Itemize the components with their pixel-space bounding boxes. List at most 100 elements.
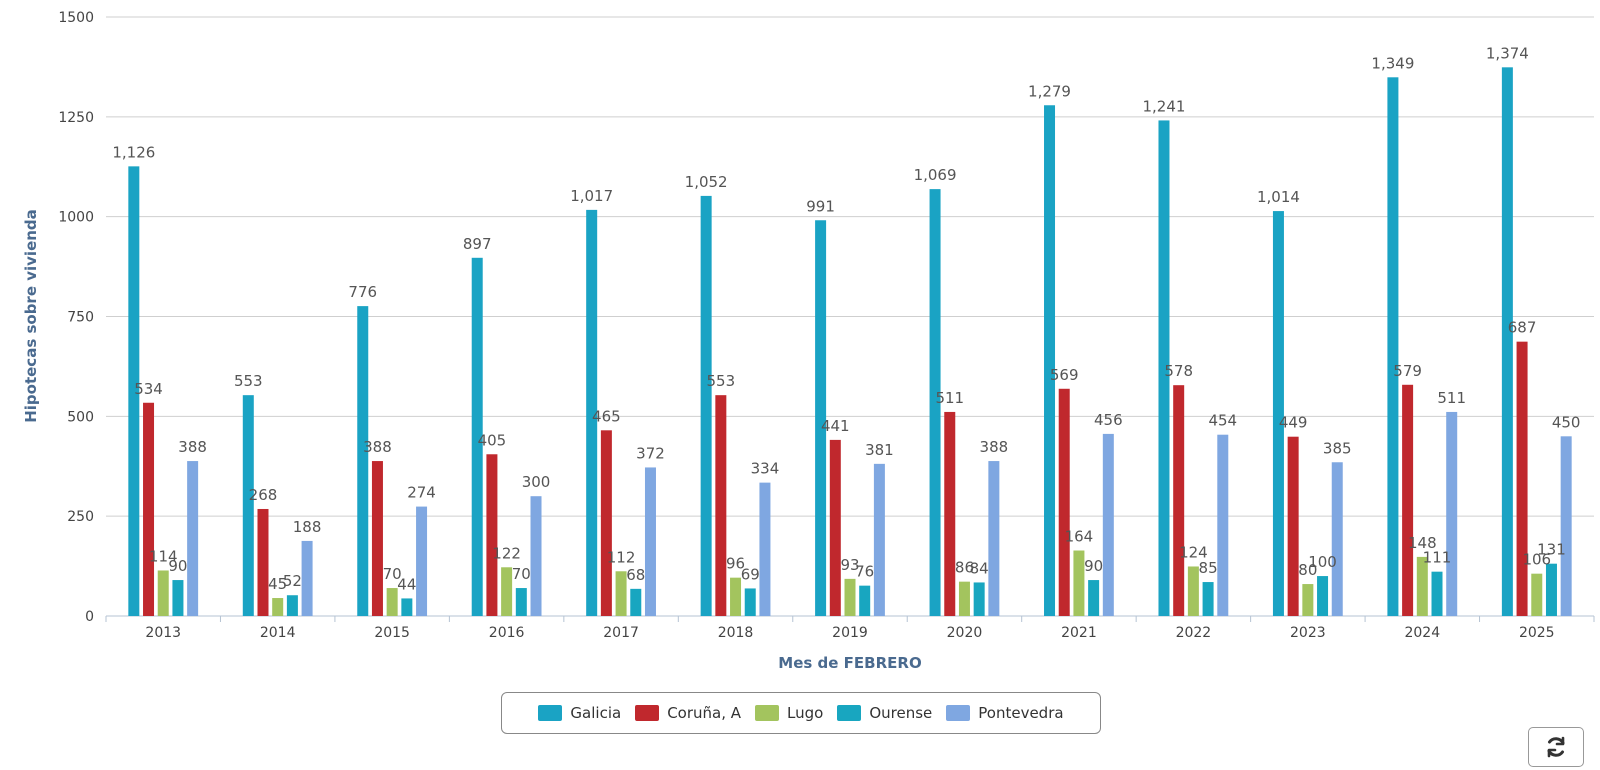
data-label: 991 <box>806 197 835 215</box>
bar <box>929 189 941 616</box>
bar <box>1516 341 1528 616</box>
bar <box>829 439 841 616</box>
x-tick-label: 2024 <box>1404 625 1440 641</box>
data-label: 1,374 <box>1486 44 1529 62</box>
bar <box>401 598 413 616</box>
data-label: 553 <box>707 372 736 390</box>
y-tick-label: 0 <box>85 609 94 625</box>
bar <box>1545 563 1557 616</box>
data-label: 1,241 <box>1143 97 1186 115</box>
data-label: 52 <box>283 572 302 590</box>
legend-item-pontevedra[interactable]: Pontevedra <box>946 704 1064 722</box>
bar <box>1058 388 1070 616</box>
data-label: 148 <box>1408 534 1437 552</box>
bar <box>615 571 627 616</box>
bar <box>257 508 269 616</box>
data-label: 1,052 <box>685 173 728 191</box>
data-label: 579 <box>1393 362 1422 380</box>
data-label: 388 <box>980 438 1009 456</box>
bar <box>1416 556 1428 616</box>
x-tick-label: 2014 <box>260 625 296 641</box>
bar <box>1331 462 1343 616</box>
data-label: 268 <box>249 486 278 504</box>
x-tick-label: 2016 <box>489 625 525 641</box>
data-label: 534 <box>134 380 163 398</box>
data-label: 441 <box>821 417 850 435</box>
bar <box>386 588 398 616</box>
data-label: 450 <box>1552 413 1581 431</box>
bar <box>1044 105 1056 616</box>
bars <box>128 67 1572 617</box>
data-label: 1,126 <box>112 143 155 161</box>
refresh-button[interactable] <box>1528 727 1584 767</box>
legend-item-galicia[interactable]: Galicia <box>538 704 621 722</box>
legend-item-ourense[interactable]: Ourense <box>837 704 932 722</box>
bar <box>1317 576 1329 616</box>
data-label: 85 <box>1199 559 1218 577</box>
x-tick-label: 2022 <box>1176 625 1212 641</box>
data-label: 687 <box>1508 319 1537 337</box>
data-label: 465 <box>592 407 621 425</box>
bar <box>486 454 498 616</box>
data-label: 122 <box>492 544 521 562</box>
legend-label-lugo: Lugo <box>787 704 824 722</box>
bar <box>143 402 155 616</box>
data-label: 90 <box>1084 557 1103 575</box>
data-label: 111 <box>1423 549 1452 567</box>
bar <box>1102 433 1114 616</box>
bar <box>301 540 313 616</box>
bar <box>873 463 885 616</box>
bar <box>242 395 254 616</box>
data-label: 188 <box>293 518 322 536</box>
data-label: 93 <box>840 556 859 574</box>
data-label: 114 <box>149 547 178 565</box>
data-label: 90 <box>168 557 187 575</box>
data-label: 511 <box>1437 389 1466 407</box>
data-label: 1,069 <box>914 166 957 184</box>
legend-label-ourense: Ourense <box>869 704 933 722</box>
x-tick-label: 2020 <box>947 625 983 641</box>
data-label: 449 <box>1279 414 1308 432</box>
legend-swatch-pontevedra <box>946 705 971 721</box>
legend-item-coruna[interactable]: Coruña, A <box>635 704 741 722</box>
data-label: 300 <box>522 473 551 491</box>
y-tick-label: 250 <box>67 509 94 525</box>
data-label: 897 <box>463 235 492 253</box>
legend-item-lugo[interactable]: Lugo <box>755 704 823 722</box>
bar <box>501 567 513 616</box>
bar <box>715 395 727 616</box>
x-tick-label: 2017 <box>603 625 639 641</box>
bar <box>988 461 1000 616</box>
data-label: 86 <box>955 559 974 577</box>
bar <box>128 166 140 617</box>
data-label: 553 <box>234 372 263 390</box>
data-label: 274 <box>407 484 436 502</box>
bar <box>1088 580 1100 616</box>
bar <box>859 585 871 616</box>
bar <box>944 411 956 616</box>
legend-swatch-ourense <box>837 705 862 721</box>
bar <box>744 588 756 616</box>
data-label: 80 <box>1298 561 1317 579</box>
data-label: 69 <box>741 565 760 583</box>
data-label: 45 <box>268 575 287 593</box>
bar <box>1202 582 1214 616</box>
bar <box>1217 434 1229 616</box>
bar <box>286 595 298 616</box>
bar <box>1073 550 1085 616</box>
data-label: 334 <box>751 460 780 478</box>
y-tick-label: 1000 <box>58 210 94 226</box>
y-tick-label: 750 <box>67 310 94 326</box>
x-tick-label: 2015 <box>374 625 410 641</box>
data-labels: 1,12653411490388553268455218877638870442… <box>112 44 1580 593</box>
data-label: 511 <box>935 389 964 407</box>
bar <box>371 461 383 616</box>
x-axis-title: Mes de FEBRERO <box>778 654 921 672</box>
legend-swatch-coruna <box>635 705 660 721</box>
bar <box>515 588 527 616</box>
data-label: 454 <box>1208 412 1237 430</box>
x-tick-label: 2019 <box>832 625 868 641</box>
x-tick-label: 2025 <box>1519 625 1555 641</box>
bar <box>1531 573 1543 616</box>
